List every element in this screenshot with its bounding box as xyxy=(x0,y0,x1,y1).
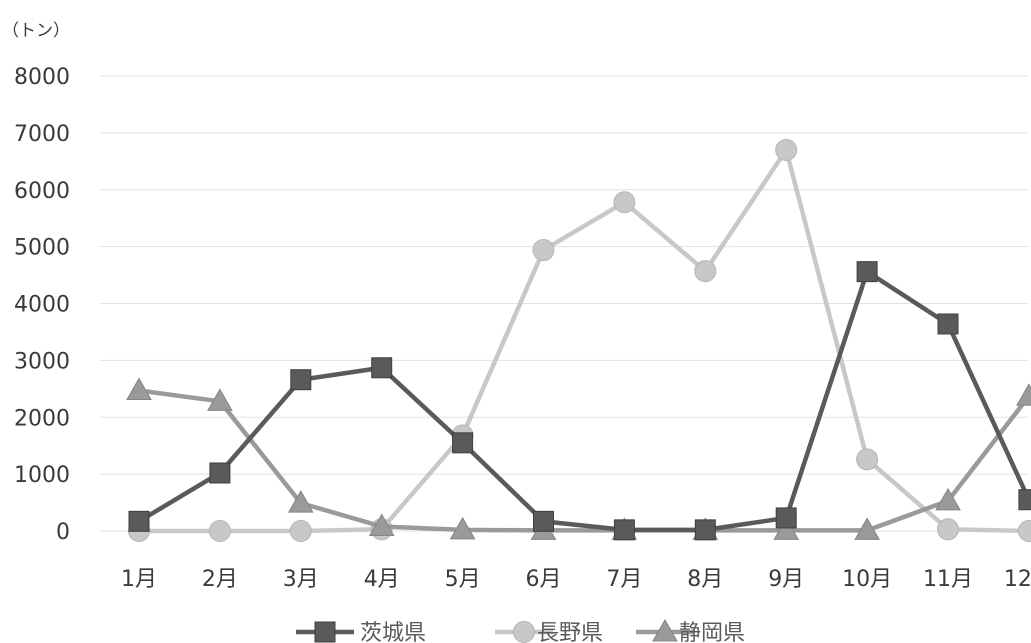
series-square xyxy=(128,261,1031,541)
data-point xyxy=(209,462,231,484)
data-point xyxy=(128,510,150,532)
y-tick-label: 3000 xyxy=(14,349,70,374)
data-point xyxy=(1016,383,1031,406)
series-triangle xyxy=(126,377,1031,540)
data-point xyxy=(290,369,312,391)
legend-item: 長野県 xyxy=(495,621,603,643)
y-axis-ticks: 0 1000 2000 3000 4000 5000 6000 7000 8000 xyxy=(14,65,70,545)
x-axis-ticks: 1月 2月 3月 4月 5月 6月 7月 8月 9月 10月 11月 12月 xyxy=(121,567,1031,592)
x-tick-label: 10月 xyxy=(842,567,892,592)
legend-label: 茨城県 xyxy=(360,621,426,643)
data-point xyxy=(775,138,798,161)
x-tick-label: 2月 xyxy=(202,567,238,592)
data-point xyxy=(371,357,393,379)
data-point xyxy=(1018,489,1031,511)
data-point xyxy=(207,388,233,411)
data-point xyxy=(287,490,314,513)
series-line xyxy=(139,147,1029,534)
data-point xyxy=(935,487,961,511)
y-tick-label: 5000 xyxy=(14,236,70,261)
series-layer xyxy=(126,138,1031,542)
data-point xyxy=(208,520,231,542)
data-point xyxy=(289,520,312,542)
legend-item: 茨城県 xyxy=(296,621,426,643)
x-tick-label: 11月 xyxy=(923,567,973,592)
x-tick-label: 1月 xyxy=(121,567,157,592)
y-tick-label: 8000 xyxy=(14,65,70,90)
data-point xyxy=(449,516,476,540)
gridlines xyxy=(100,75,1028,532)
y-tick-label: 1000 xyxy=(14,463,70,488)
legend-marker xyxy=(513,621,535,643)
legend: 茨城県 長野県 静岡県 xyxy=(296,618,745,643)
data-point xyxy=(937,313,959,335)
data-point xyxy=(854,517,880,540)
x-tick-label: 9月 xyxy=(768,567,804,592)
data-point xyxy=(856,448,879,471)
data-point xyxy=(773,517,800,540)
y-unit-label: （トン） xyxy=(2,21,70,41)
legend-label: 長野県 xyxy=(537,621,603,643)
x-tick-label: 8月 xyxy=(687,567,723,592)
y-tick-label: 0 xyxy=(56,520,70,545)
y-tick-label: 7000 xyxy=(14,122,70,147)
x-tick-label: 4月 xyxy=(364,567,400,592)
data-point xyxy=(126,377,152,401)
y-tick-label: 2000 xyxy=(14,406,70,431)
data-point xyxy=(452,432,474,454)
data-point xyxy=(613,191,636,214)
legend-item: 静岡県 xyxy=(636,618,745,643)
data-point xyxy=(613,519,635,541)
x-tick-label: 6月 xyxy=(526,567,562,592)
data-point xyxy=(1017,520,1031,542)
legend-label: 静岡県 xyxy=(679,621,745,643)
series-line xyxy=(138,388,1031,533)
data-point xyxy=(775,507,797,529)
legend-marker xyxy=(314,621,336,643)
x-tick-label: 5月 xyxy=(445,567,481,592)
data-point xyxy=(937,518,959,541)
series-circle xyxy=(128,138,1031,542)
y-tick-label: 4000 xyxy=(14,293,70,318)
x-tick-label: 3月 xyxy=(283,567,319,592)
legend-marker xyxy=(652,618,678,642)
data-point xyxy=(694,260,717,283)
data-point xyxy=(694,519,716,541)
y-tick-label: 6000 xyxy=(14,179,70,204)
data-point xyxy=(856,261,878,283)
data-point xyxy=(532,239,555,262)
data-point xyxy=(533,510,554,532)
x-tick-label: 7月 xyxy=(606,567,642,592)
x-tick-label: 12月 xyxy=(1004,567,1031,592)
data-point xyxy=(368,513,395,536)
series-line xyxy=(137,269,1031,533)
